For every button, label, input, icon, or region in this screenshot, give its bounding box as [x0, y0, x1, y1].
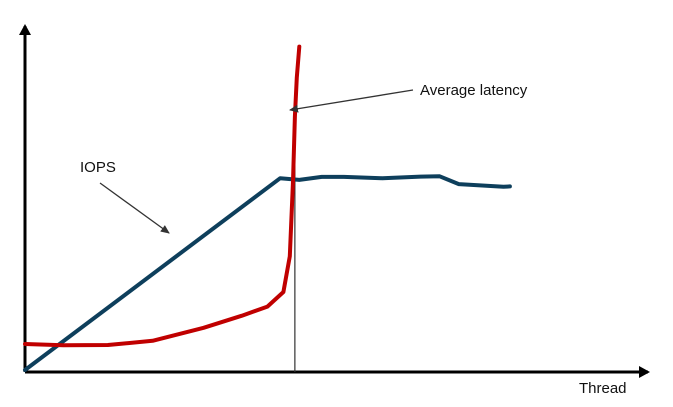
iops-series-line: [23, 174, 512, 372]
average-latency-annotation-arrow: [289, 89, 414, 113]
average-latency-series-line: [23, 44, 302, 348]
x-axis-label: Thread: [579, 380, 627, 397]
iops-annotation-label: IOPS: [80, 159, 116, 176]
iops-annotation-arrow: [99, 182, 170, 234]
average-latency-annotation-label: Average latency: [420, 82, 528, 99]
